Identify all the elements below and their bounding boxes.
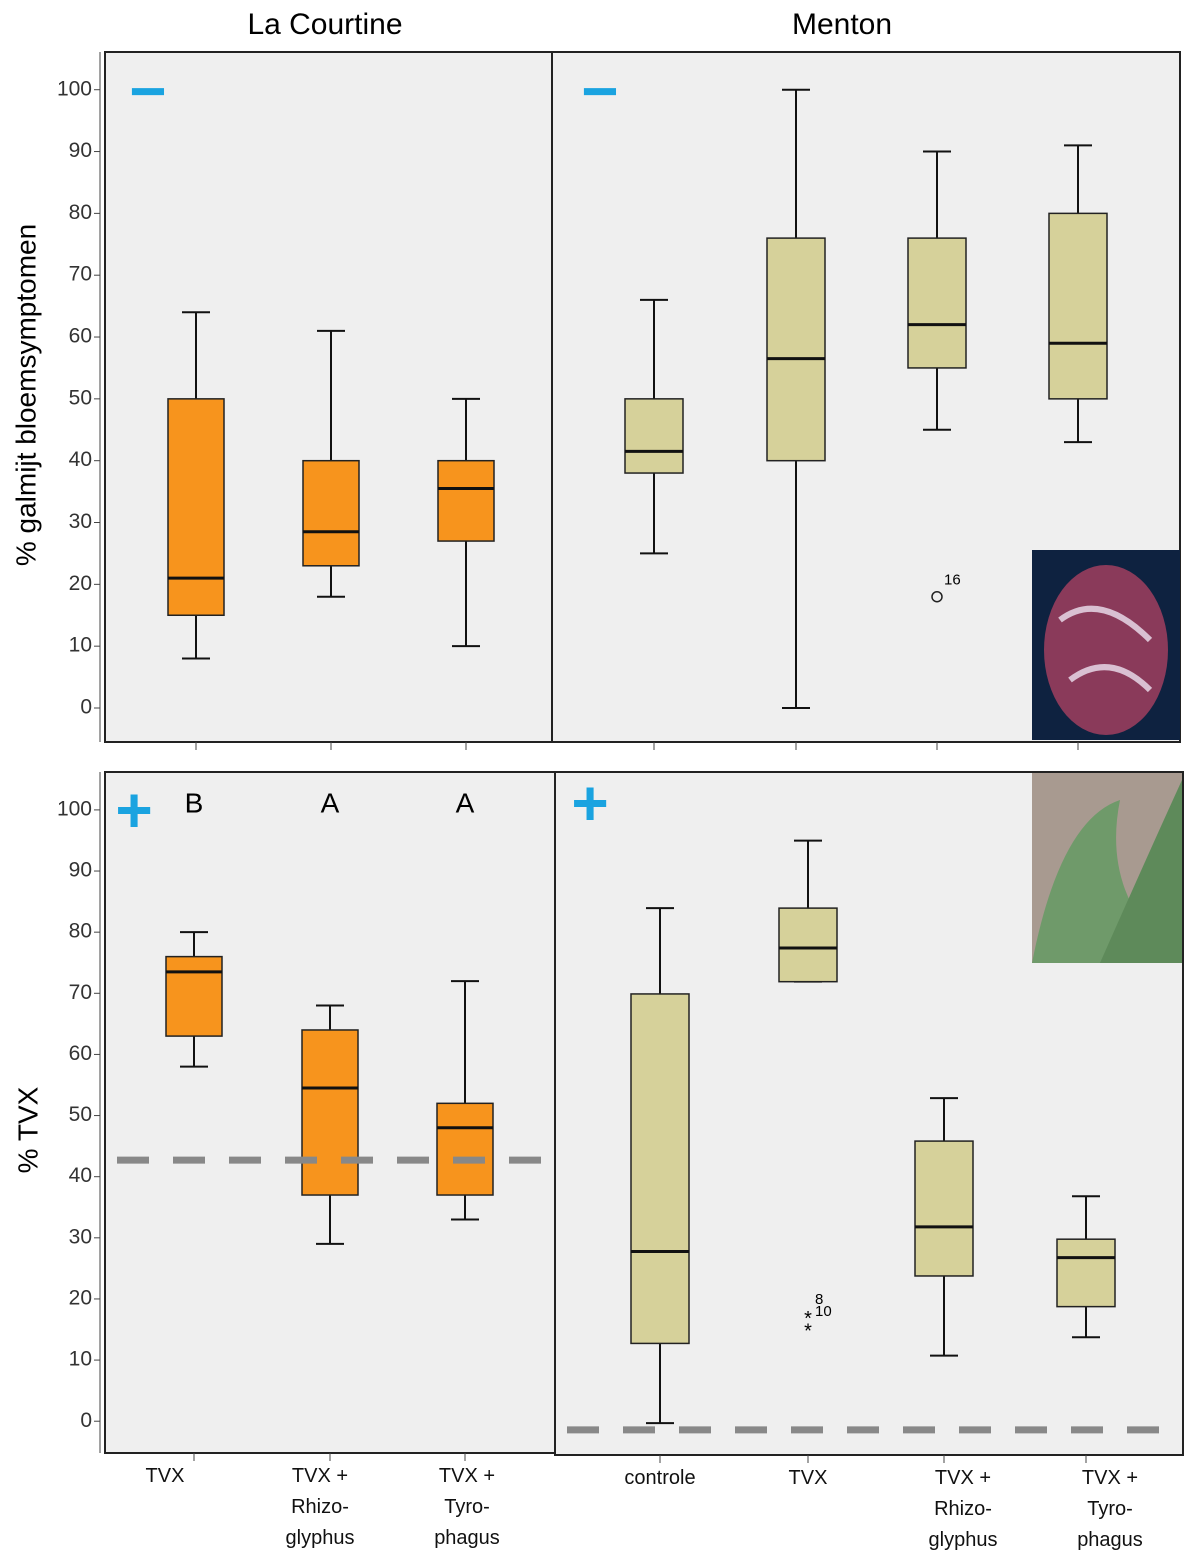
y-tick-label: 90 (69, 139, 92, 162)
chart: La Courtine % galmijt bloemsymptomen 0 10 20… (0, 0, 1188, 1567)
y-tick-label: 60 (69, 325, 92, 348)
x-tick-label: TVX (728, 1463, 888, 1494)
outlier-label: 16 (944, 572, 961, 589)
y-tick-label: 0 (80, 1409, 92, 1432)
y-tick-label: 10 (69, 1348, 92, 1371)
y-tick-label: 70 (69, 981, 92, 1004)
x-tick-label: TVX + Rhizo- glyphus (883, 1463, 1043, 1556)
x-tick-label: TVX (85, 1461, 245, 1492)
y-tick-label: 80 (69, 920, 92, 943)
x-tick-label: controle (580, 1463, 740, 1494)
y-tick-label: 40 (69, 448, 92, 471)
group-letter: A (456, 787, 475, 818)
panel (105, 52, 552, 742)
box (303, 461, 359, 566)
box (908, 238, 966, 368)
y-tick-label: 50 (69, 1103, 92, 1126)
box (1049, 213, 1107, 398)
x-tick-label: TVX + Rhizo- glyphus (240, 1461, 400, 1554)
box (168, 399, 224, 615)
box (166, 957, 222, 1036)
group-letter: A (321, 787, 340, 818)
outlier: * (804, 1320, 812, 1342)
box (767, 238, 825, 461)
y-axis-label: % galmijt bloemsymptomen (10, 224, 41, 566)
y-tick-label: 10 (69, 634, 92, 657)
y-tick-label: 100 (57, 77, 92, 100)
panel-marker: − (581, 55, 618, 127)
x-tick-label: TVX + Tyro- phagus (387, 1461, 547, 1554)
y-tick-label: 0 (80, 696, 92, 719)
y-tick-label: 80 (69, 201, 92, 224)
y-axis-label: % TVX (12, 1086, 43, 1173)
y-tick-label: 30 (69, 510, 92, 533)
box (438, 461, 494, 541)
box (625, 399, 683, 473)
panel-marker: + (115, 774, 152, 846)
panel-marker: − (129, 55, 166, 127)
box (1057, 1239, 1115, 1306)
y-tick-label: 100 (57, 797, 92, 820)
box (631, 994, 689, 1343)
y-tick-label: 40 (69, 1164, 92, 1187)
figure: La Courtine % galmijt bloemsymptomen 0 10 20… (0, 0, 1188, 1567)
x-tick-label: TVX + Tyro- phagus (1030, 1463, 1188, 1556)
box (779, 908, 837, 982)
outlier-label: 10 (815, 1303, 832, 1320)
box (302, 1030, 358, 1195)
y-tick-label: 90 (69, 859, 92, 882)
y-tick-label: 50 (69, 386, 92, 409)
y-tick-label: 60 (69, 1042, 92, 1065)
panel-title: La Courtine (247, 8, 402, 41)
y-tick-label: 70 (69, 263, 92, 286)
box (437, 1103, 493, 1195)
y-tick-label: 30 (69, 1225, 92, 1248)
panel-title: Menton (792, 8, 892, 41)
y-tick-label: 20 (69, 572, 92, 595)
box (915, 1141, 973, 1276)
y-tick-label: 20 (69, 1286, 92, 1309)
tulip-flower (1044, 565, 1168, 735)
panel-marker: + (571, 767, 608, 839)
group-letter: B (185, 787, 204, 818)
